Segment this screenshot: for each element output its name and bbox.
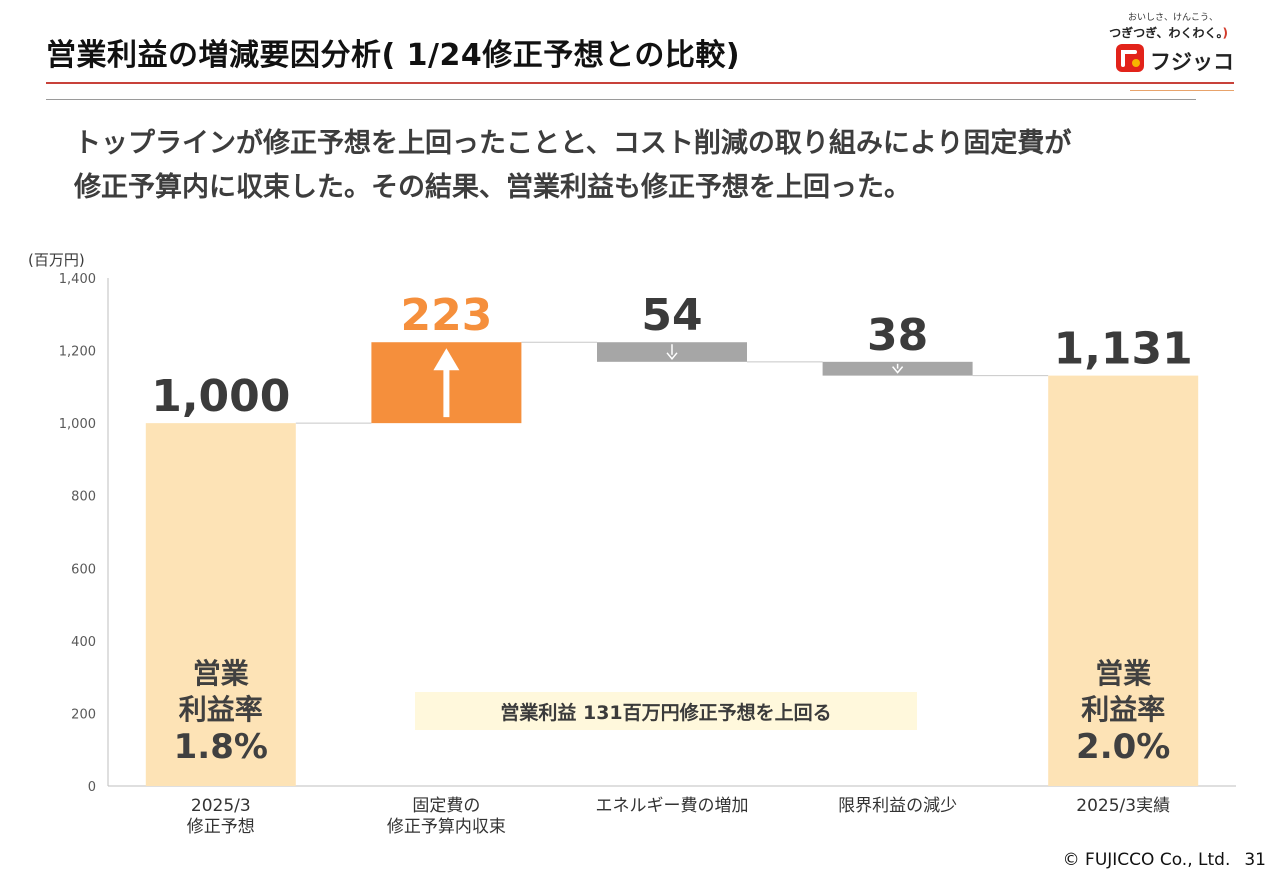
y-tick-label: 1,000 bbox=[59, 417, 96, 432]
bar-value-label: 38 bbox=[867, 310, 928, 361]
fujicco-mark-icon bbox=[1116, 44, 1144, 72]
waterfall-chart: (百万円) 0 200 400 600 800 1,000 1,200 1,400 営業利益 13… bbox=[28, 251, 1236, 837]
profit-margin-label: 営業 bbox=[193, 657, 249, 690]
profit-margin-label: 1.8% bbox=[174, 727, 268, 767]
waterfall-bar bbox=[1048, 375, 1199, 786]
x-category-label: 2025/3 bbox=[191, 796, 251, 816]
copyright-text: © FUJICCO Co., Ltd. bbox=[1062, 850, 1231, 870]
y-tick-label: 1,400 bbox=[59, 272, 96, 287]
decrease-arrow-head bbox=[892, 366, 904, 374]
profit-margin-label: 利益率 bbox=[1081, 693, 1165, 726]
profit-margin-label: 2.0% bbox=[1076, 727, 1170, 767]
page-number: 31 bbox=[1244, 850, 1266, 870]
header-rule-red bbox=[46, 82, 1234, 84]
x-category-label: 修正予想 bbox=[187, 817, 255, 837]
waterfall-bar bbox=[822, 361, 973, 376]
y-tick-label: 800 bbox=[71, 490, 96, 505]
headline-line-2: 修正予算内に収束した。その結果、営業利益も修正予想を上回った。 bbox=[74, 172, 911, 203]
x-category-label: 限界利益の減少 bbox=[838, 796, 957, 816]
headline-summary: トップラインが修正予想を上回ったことと、コスト削減の取り組みにより固定費が 修正… bbox=[74, 122, 1254, 210]
x-category-label: 修正予算内収束 bbox=[387, 817, 506, 837]
header-rule-orange bbox=[1130, 90, 1234, 91]
bar-value-label: 54 bbox=[641, 290, 702, 341]
annotation-box bbox=[415, 692, 917, 730]
annotation-text: 営業利益 131百万円修正予想を上回る bbox=[500, 701, 831, 724]
increase-arrow-head bbox=[433, 348, 460, 371]
page-title: 営業利益の増減要因分析( 1/24修正予想との比較) bbox=[46, 38, 741, 73]
company-logo: おいしさ、けんこう、 つぎつぎ、わくわく。) フジッコ bbox=[1100, 8, 1240, 74]
profit-margin-label: 営業 bbox=[1095, 657, 1151, 690]
logo-tagline-text: つぎつぎ、わくわく。 bbox=[1109, 26, 1223, 40]
footer: © FUJICCO Co., Ltd. 31 bbox=[1049, 850, 1266, 870]
y-tick-label: 600 bbox=[71, 562, 96, 577]
x-category-label: エネルギー費の増加 bbox=[596, 796, 749, 816]
y-tick-label: 400 bbox=[71, 635, 96, 650]
headline-line-1: トップラインが修正予想を上回ったことと、コスト削減の取り組みにより固定費が bbox=[74, 128, 1072, 159]
bar-value-label: 223 bbox=[400, 290, 492, 341]
y-tick-label: 0 bbox=[88, 780, 96, 795]
decrease-arrow-head bbox=[666, 352, 678, 360]
x-category-label: 2025/3実績 bbox=[1076, 796, 1170, 816]
y-axis-unit-label: (百万円) bbox=[28, 251, 85, 269]
x-category-label: 固定費の bbox=[412, 796, 480, 816]
logo-tagline-close: ) bbox=[1222, 26, 1228, 40]
profit-margin-label: 利益率 bbox=[179, 693, 263, 726]
logo-wordmark: フジッコ bbox=[1150, 50, 1234, 74]
y-tick-label: 200 bbox=[71, 707, 96, 722]
y-tick-label: 1,200 bbox=[59, 345, 96, 360]
bar-value-label: 1,131 bbox=[1054, 324, 1193, 375]
waterfall-bar bbox=[145, 423, 296, 786]
logo-tagline: つぎつぎ、わくわく。) bbox=[1109, 24, 1228, 41]
bar-value-label: 1,000 bbox=[151, 371, 290, 422]
header-rule-gray bbox=[46, 99, 1196, 100]
logo-tagline-small: おいしさ、けんこう、 bbox=[1127, 13, 1218, 23]
